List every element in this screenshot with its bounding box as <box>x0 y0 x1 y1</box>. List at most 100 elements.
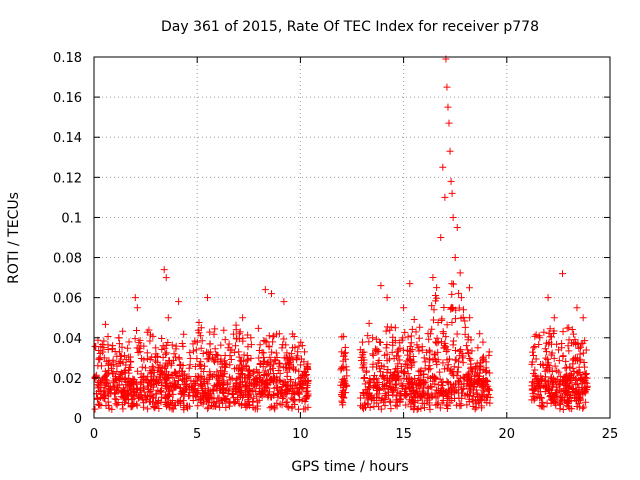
data-point <box>482 368 490 376</box>
data-point <box>412 328 420 336</box>
data-point <box>117 352 125 360</box>
data-point <box>417 380 425 388</box>
data-point <box>147 331 155 339</box>
data-point <box>528 382 536 390</box>
data-point <box>447 380 455 388</box>
data-point <box>176 384 184 392</box>
data-point <box>415 347 423 355</box>
data-point <box>448 189 456 197</box>
data-point <box>381 402 389 410</box>
data-point <box>300 405 308 413</box>
data-point <box>404 333 412 341</box>
data-point <box>417 404 425 412</box>
data-point <box>562 357 570 365</box>
data-point <box>218 371 226 379</box>
data-point <box>470 389 478 397</box>
data-point <box>274 384 282 392</box>
data-point <box>476 330 484 338</box>
data-point <box>152 390 160 398</box>
data-point <box>375 386 383 394</box>
data-point <box>563 364 571 372</box>
data-point <box>300 358 308 366</box>
data-point <box>214 358 222 366</box>
x-axis-ticks: 0 5 10 15 20 25 <box>90 57 618 442</box>
data-point <box>391 368 399 376</box>
data-point <box>428 391 436 399</box>
data-point <box>210 356 218 364</box>
data-point <box>426 356 434 364</box>
data-point <box>443 83 451 91</box>
data-point <box>477 382 485 390</box>
data-point <box>102 402 110 410</box>
data-point <box>544 378 552 386</box>
data-point <box>565 347 573 355</box>
data-point <box>155 405 163 413</box>
data-point <box>370 402 378 410</box>
data-point <box>255 354 263 362</box>
data-point <box>261 387 269 395</box>
data-point <box>239 314 247 322</box>
data-point <box>297 373 305 381</box>
data-point <box>119 394 127 402</box>
data-point <box>129 385 137 393</box>
data-point <box>414 344 422 352</box>
data-point <box>380 398 388 406</box>
data-point <box>356 346 364 354</box>
data-point <box>124 344 132 352</box>
data-point <box>402 392 410 400</box>
data-point <box>376 338 384 346</box>
data-point <box>340 377 348 385</box>
data-point <box>432 394 440 402</box>
data-point <box>434 381 442 389</box>
data-point <box>400 304 408 312</box>
data-point <box>297 361 305 369</box>
data-point <box>219 388 227 396</box>
chart-title: Day 361 of 2015, Rate Of TEC Index for r… <box>161 19 539 35</box>
data-point <box>193 355 201 363</box>
data-point <box>360 374 368 382</box>
data-point <box>386 326 394 334</box>
data-point <box>112 376 120 384</box>
data-point <box>466 354 474 362</box>
data-point <box>533 378 541 386</box>
data-point <box>301 348 309 356</box>
y-tick-label: 0.02 <box>53 372 82 387</box>
data-point <box>230 330 238 338</box>
x-tick-label: 0 <box>90 427 98 442</box>
data-point <box>196 360 204 368</box>
data-point <box>446 386 454 394</box>
data-point <box>572 340 580 348</box>
data-point <box>275 376 283 384</box>
data-point <box>171 370 179 378</box>
data-point <box>396 397 404 405</box>
data-point <box>556 399 564 407</box>
data-point <box>273 390 281 398</box>
data-point <box>266 366 274 374</box>
data-point <box>213 368 221 376</box>
x-tick-label: 25 <box>602 427 619 442</box>
data-point <box>552 389 560 397</box>
data-point <box>92 343 100 351</box>
data-point <box>95 355 103 363</box>
data-point <box>402 401 410 409</box>
data-point <box>430 316 438 324</box>
data-point <box>206 351 214 359</box>
data-point <box>162 341 170 349</box>
data-point <box>146 337 154 345</box>
data-point <box>531 371 539 379</box>
data-point <box>205 375 213 383</box>
data-point <box>265 370 273 378</box>
data-point <box>278 401 286 409</box>
data-point <box>461 317 469 325</box>
data-point <box>408 346 416 354</box>
data-point <box>149 383 157 391</box>
data-point <box>175 354 183 362</box>
data-point <box>265 343 273 351</box>
data-point <box>145 379 153 387</box>
data-point <box>206 387 214 395</box>
data-point <box>217 341 225 349</box>
data-point <box>265 388 273 396</box>
data-point <box>430 306 438 314</box>
data-point <box>401 360 409 368</box>
data-point <box>95 400 103 408</box>
